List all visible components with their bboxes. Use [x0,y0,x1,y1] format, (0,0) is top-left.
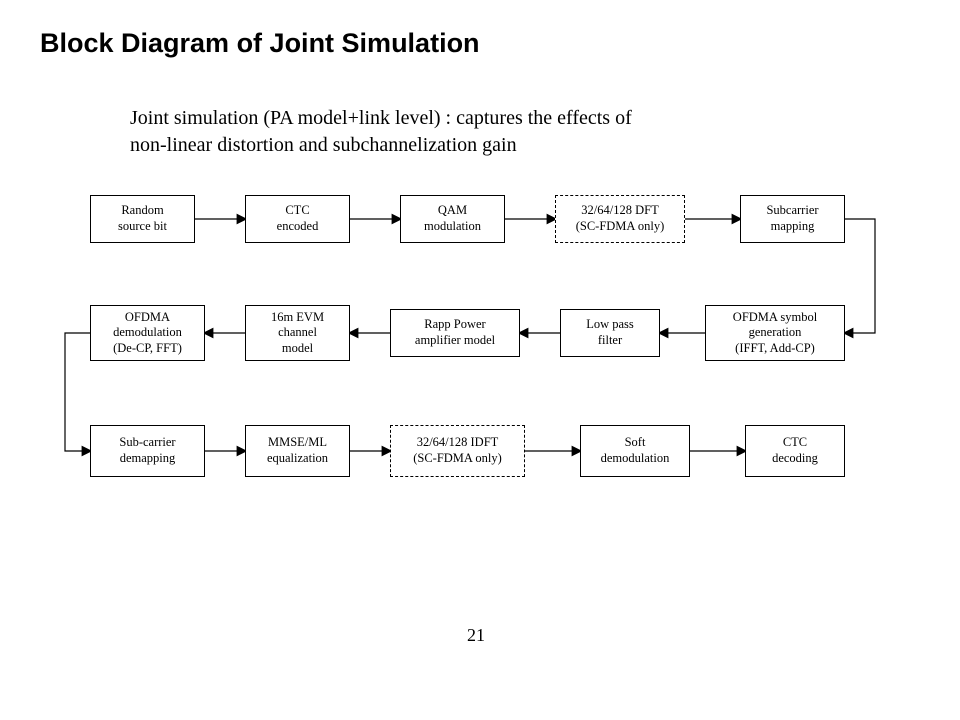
block-r3b1: Sub-carrier demapping [90,425,205,477]
block-diagram: Random source bit CTC encoded QAM modulati… [50,195,900,535]
block-r3b5: CTC decoding [745,425,845,477]
slide: Block Diagram of Joint Simulation Joint … [0,0,960,720]
diagram-wires [50,195,900,535]
block-r2b5: OFDMA symbol generation (IFFT, Add-CP) [705,305,845,361]
block-r1b2: CTC encoded [245,195,350,243]
arrow [65,333,90,451]
arrow [845,219,875,333]
slide-subtitle-line1: Joint simulation (PA model+link level) :… [130,105,632,132]
slide-title: Block Diagram of Joint Simulation [40,28,480,59]
slide-subtitle-line2: non-linear distortion and subchannelizat… [130,132,517,159]
block-r3b4: Soft demodulation [580,425,690,477]
block-r2b1: OFDMA demodulation (De-CP, FFT) [90,305,205,361]
block-r1b5: Subcarrier mapping [740,195,845,243]
block-r1b1: Random source bit [90,195,195,243]
block-r3b2: MMSE/ML equalization [245,425,350,477]
block-r2b4: Low pass filter [560,309,660,357]
block-r3b3: 32/64/128 IDFT (SC-FDMA only) [390,425,525,477]
block-r2b3: Rapp Power amplifier model [390,309,520,357]
block-r1b4: 32/64/128 DFT (SC-FDMA only) [555,195,685,243]
block-r2b2: 16m EVM channel model [245,305,350,361]
page-number: 21 [467,625,485,646]
block-r1b3: QAM modulation [400,195,505,243]
